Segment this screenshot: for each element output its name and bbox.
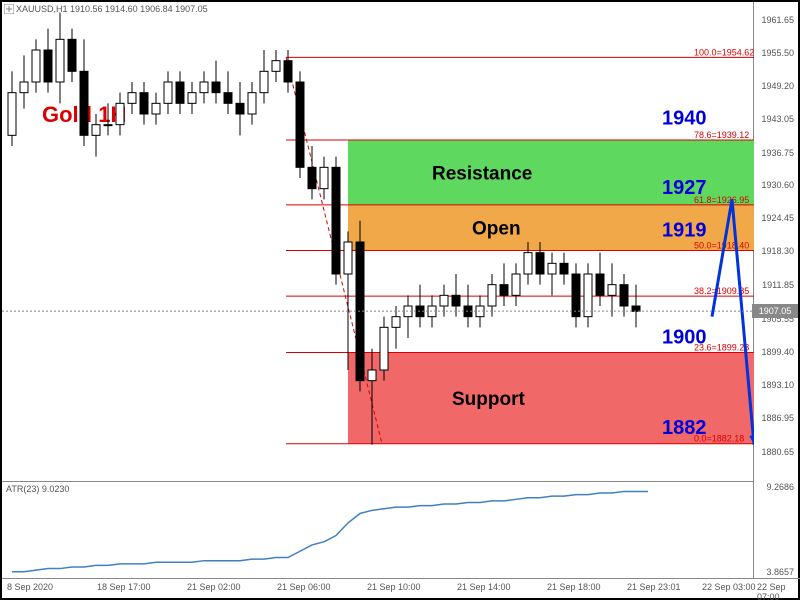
candle-body: [104, 125, 112, 126]
candle-body: [296, 82, 304, 167]
time-tick: 22 Sep 03:00: [702, 582, 756, 592]
time-tick: 21 Sep 06:00: [277, 582, 331, 592]
fib-label: 78.6=1939.12: [694, 130, 749, 140]
candle-body: [80, 71, 88, 135]
candle-body: [32, 50, 40, 82]
time-tick: 21 Sep 23:01: [627, 582, 681, 592]
price-label: 1927: [662, 177, 707, 199]
atr-line: [12, 491, 648, 571]
candle-body: [344, 242, 352, 274]
zone-label: Resistance: [432, 163, 532, 184]
price-tick: 1899.40: [761, 347, 794, 357]
atr-panel[interactable]: ATR(23) 9.0230: [2, 482, 754, 578]
atr-tick: 9.2686: [766, 482, 794, 492]
candle-body: [212, 82, 220, 93]
candle-body: [236, 103, 244, 114]
fib-label: 100.0=1954.62: [694, 47, 754, 57]
candle-body: [500, 285, 508, 296]
price-label: 1940: [662, 108, 707, 130]
price-label: 1900: [662, 326, 707, 348]
candle-body: [392, 317, 400, 328]
candle-body: [512, 274, 520, 295]
candle-body: [572, 274, 580, 317]
candle-body: [560, 263, 568, 274]
candle-body: [272, 61, 280, 72]
candle-body: [224, 93, 232, 104]
candle-body: [584, 274, 592, 317]
price-tick: 1930.60: [761, 180, 794, 190]
candle-body: [68, 39, 76, 71]
candle-body: [308, 167, 316, 188]
candle-body: [488, 285, 496, 306]
time-tick: 21 Sep 18:00: [547, 582, 601, 592]
candle-body: [188, 93, 196, 104]
fib-label: 50.0=1918.40: [694, 241, 749, 251]
atr-tick: 3.8657: [766, 567, 794, 577]
candle-body: [620, 285, 628, 306]
candle-body: [380, 327, 388, 370]
candle-body: [368, 370, 376, 381]
time-tick: 21 Sep 02:00: [187, 582, 241, 592]
candle-body: [140, 93, 148, 114]
candle-body: [248, 93, 256, 114]
candle-body: [284, 61, 292, 82]
candle-body: [152, 103, 160, 114]
price-tick: 1924.45: [761, 213, 794, 223]
price-label: 1919: [662, 220, 707, 242]
candle-body: [320, 167, 328, 188]
atr-svg: [2, 482, 754, 578]
candle-body: [536, 253, 544, 274]
candle-body: [440, 295, 448, 306]
price-tick: 1936.75: [761, 148, 794, 158]
time-tick: 21 Sep 14:00: [457, 582, 511, 592]
candle-body: [452, 295, 460, 306]
candle-body: [20, 82, 28, 93]
candle-body: [548, 263, 556, 274]
candle-body: [164, 82, 172, 103]
candle-body: [524, 253, 532, 274]
time-tick: 18 Sep 17:00: [97, 582, 151, 592]
price-tick: 1911.85: [762, 280, 794, 290]
price-axis: 1961.65 1955.50 1949.20 1943.05 1936.75 1930.…: [752, 2, 798, 482]
time-axis: 8 Sep 2020 18 Sep 17:00 21 Sep 02:00 21 Sep…: [2, 578, 800, 598]
candle-body: [200, 82, 208, 93]
price-tick: 1949.20: [761, 81, 794, 91]
candle-body: [260, 71, 268, 92]
price-label: 1882: [662, 417, 707, 439]
price-tick: 1918.30: [761, 246, 794, 256]
candle-body: [8, 93, 16, 136]
candle-body: [332, 167, 340, 274]
price-tick: 1961.65: [761, 15, 794, 25]
candle-body: [128, 93, 136, 104]
candle-body: [632, 306, 640, 311]
price-tick: 1955.50: [761, 48, 794, 58]
candle-body: [92, 125, 100, 136]
candle-body: [56, 39, 64, 82]
candle-body: [596, 274, 604, 295]
zone-label: Open: [472, 219, 521, 240]
main-chart[interactable]: XAUUSD,H1 1910.56 1914.60 1906.84 1907.0…: [2, 2, 754, 482]
candle-body: [176, 82, 184, 103]
time-tick: 8 Sep 2020: [7, 582, 53, 592]
time-tick: 22 Sep 07:00: [757, 582, 800, 602]
price-tick: 1886.95: [761, 413, 794, 423]
price-tick: 1880.65: [761, 447, 794, 457]
chart-container: XAUUSD,H1 1910.56 1914.60 1906.84 1907.0…: [0, 0, 800, 600]
current-price-marker: 1907.05: [752, 304, 798, 318]
candle-body: [44, 50, 52, 82]
candle-body: [608, 285, 616, 296]
candle-body: [116, 103, 124, 124]
main-chart-svg: Resistance Open Support 100.0=1954.62 78.6=1…: [2, 2, 754, 482]
price-tick: 1893.10: [761, 380, 794, 390]
atr-axis: 9.2686 3.8657: [752, 482, 798, 578]
zone-label: Support: [452, 389, 525, 410]
price-tick: 1943.05: [761, 114, 794, 124]
time-tick: 21 Sep 10:00: [367, 582, 421, 592]
